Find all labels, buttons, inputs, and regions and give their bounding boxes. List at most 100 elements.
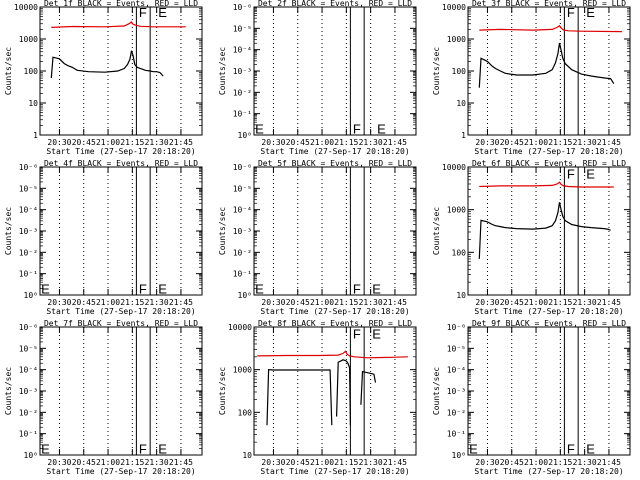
x-axis-label: Start Time (27-Sep-17 20:18:20) (474, 147, 623, 156)
x-tick-label: 20:30 (261, 458, 285, 467)
x-tick-label: 21:30 (145, 298, 169, 307)
x-tick-label: 21:15 (334, 138, 358, 147)
x-tick-label: 21:30 (573, 138, 597, 147)
lld-series-line (51, 21, 186, 28)
lld-series-line (479, 181, 614, 188)
x-axis-label: Start Time (27-Sep-17 20:18:20) (474, 467, 623, 476)
marker-letter-f: F (353, 122, 361, 137)
marker-letter-f: F (567, 5, 575, 20)
y-tick-label: 10⁻³ (19, 227, 38, 236)
y-tick-label: 100 (24, 67, 39, 76)
x-tick-label: 20:45 (72, 138, 96, 147)
chart-panel-3: Det 3f BLACK = Events, RED = LLD 1 10 100 10… (432, 0, 631, 156)
y-tick-label: 10⁻⁶ (447, 323, 466, 332)
y-tick-label: 10⁻¹ (233, 270, 252, 279)
chart-panel-8: Det 8f BLACK = Events, RED = LLD 10 100 100… (218, 319, 417, 476)
marker-letter-e: E (469, 442, 478, 457)
chart-panel-4: Det 4f BLACK = Events, RED = LLD 10⁰ 10⁻¹ 1… (4, 159, 203, 316)
x-tick-label: 20:30 (261, 298, 285, 307)
x-tick-label: 21:30 (145, 138, 169, 147)
x-tick-label: 21:45 (383, 298, 407, 307)
events-series-line (336, 359, 351, 426)
y-tick-label: 10⁻³ (233, 67, 252, 76)
x-tick-label: 21:30 (359, 298, 383, 307)
x-tick-label: 21:00 (310, 458, 334, 467)
events-series-line (266, 369, 333, 426)
y-tick-label: 10⁻⁴ (19, 206, 38, 215)
y-tick-label: 10⁻⁴ (233, 206, 252, 215)
x-axis-label: Start Time (27-Sep-17 20:18:20) (474, 307, 623, 316)
chart-panel-7: Det 7f BLACK = Events, RED = LLD 10⁰ 10⁻¹ 1… (4, 319, 203, 476)
y-tick-label: 100 (238, 408, 253, 417)
plot-frame (39, 326, 203, 456)
chart-title: Det 6f BLACK = Events, RED = LLD (472, 159, 626, 168)
chart-panel-2: Det 2f BLACK = Events, RED = LLD 10⁰ 10⁻¹ 1… (218, 0, 417, 156)
marker-letter-e: E (41, 442, 50, 457)
events-series-line (478, 202, 611, 259)
plot-frame (253, 6, 417, 136)
x-tick-label: 20:30 (261, 138, 285, 147)
events-series-line (360, 370, 377, 405)
y-tick-label: 10 (456, 99, 466, 108)
y-tick-label: 1000 (447, 206, 466, 215)
x-tick-label: 21:45 (597, 138, 621, 147)
y-tick-label: 1000 (19, 35, 38, 44)
y-tick-label: 10⁻⁴ (233, 46, 252, 55)
x-tick-label: 20:30 (475, 458, 499, 467)
y-tick-label: 10⁻² (19, 408, 38, 417)
x-tick-label: 21:15 (334, 458, 358, 467)
marker-letter-f: F (139, 5, 147, 20)
x-tick-label: 20:45 (500, 298, 524, 307)
chart-panel-5: Det 5f BLACK = Events, RED = LLD 10⁰ 10⁻¹ 1… (218, 159, 417, 316)
x-tick-label: 20:30 (47, 298, 71, 307)
y-axis-label: Counts/sec (218, 207, 227, 255)
y-axis-label: Counts/sec (218, 47, 227, 95)
y-tick-label: 10000 (442, 163, 466, 172)
plot-frame (253, 326, 417, 456)
y-tick-label: 10⁻⁵ (19, 344, 38, 353)
y-tick-label: 10⁻⁵ (233, 24, 252, 33)
y-tick-label: 10⁻¹ (19, 430, 38, 439)
y-tick-label: 10⁻² (19, 248, 38, 257)
x-tick-label: 21:15 (120, 298, 144, 307)
chart-title: Det 9f BLACK = Events, RED = LLD (472, 319, 626, 328)
x-tick-label: 21:15 (548, 458, 572, 467)
x-tick-label: 21:15 (120, 458, 144, 467)
events-series-line (50, 50, 164, 79)
y-tick-label: 10⁰ (24, 451, 38, 460)
x-axis-label: Start Time (27-Sep-17 20:18:20) (46, 467, 195, 476)
x-tick-label: 21:15 (548, 138, 572, 147)
y-axis-label: Counts/sec (4, 207, 13, 255)
chart-title: Det 7f BLACK = Events, RED = LLD (44, 319, 198, 328)
marker-letter-f: F (567, 167, 575, 182)
x-tick-label: 21:00 (524, 138, 548, 147)
x-tick-label: 21:00 (96, 458, 120, 467)
y-tick-label: 10⁰ (24, 291, 38, 300)
marker-letter-e: E (586, 5, 595, 20)
y-tick-label: 10⁻² (233, 88, 252, 97)
x-tick-label: 20:30 (47, 458, 71, 467)
y-tick-label: 1 (461, 131, 466, 140)
marker-letter-f: F (567, 442, 575, 457)
y-tick-label: 10000 (14, 3, 38, 12)
chart-panel-1: Det 1f BLACK = Events, RED = LLD 1 10 100 10… (4, 0, 203, 156)
marker-letter-e: E (586, 442, 595, 457)
x-axis-label: Start Time (27-Sep-17 20:18:20) (46, 147, 195, 156)
marker-letter-e: E (255, 122, 264, 137)
x-tick-label: 20:45 (286, 138, 310, 147)
x-tick-label: 21:45 (597, 458, 621, 467)
chart-title: Det 3f BLACK = Events, RED = LLD (472, 0, 626, 8)
events-series-line (478, 42, 615, 88)
x-tick-label: 21:45 (597, 298, 621, 307)
chart-title: Det 2f BLACK = Events, RED = LLD (258, 0, 412, 8)
plot-frame (253, 166, 417, 296)
y-tick-label: 10 (456, 291, 466, 300)
y-axis-label: Counts/sec (432, 47, 441, 95)
y-axis-label: Counts/sec (4, 367, 13, 415)
y-axis-label: Counts/sec (218, 367, 227, 415)
y-tick-label: 10⁰ (452, 451, 466, 460)
y-tick-label: 10⁻¹ (19, 270, 38, 279)
x-tick-label: 21:00 (96, 138, 120, 147)
marker-letter-e: E (41, 282, 50, 297)
y-tick-label: 10000 (442, 3, 466, 12)
